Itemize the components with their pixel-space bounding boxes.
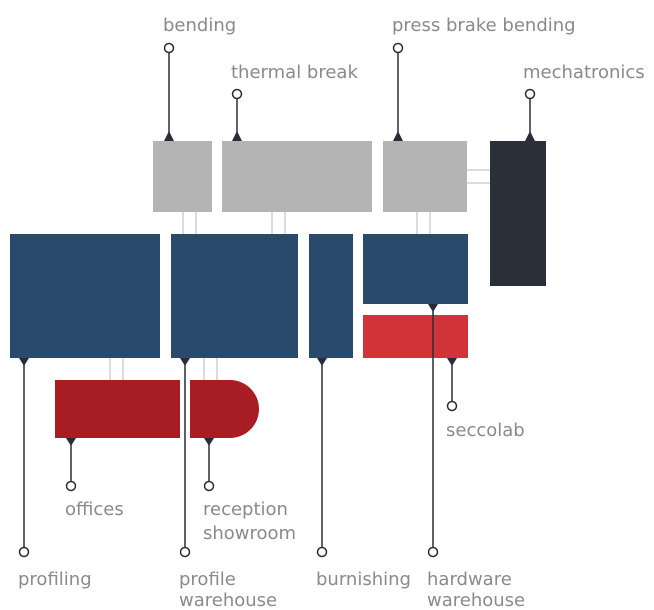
label-hardware: hardware (427, 569, 512, 590)
leader-hardware-warehouse (427, 304, 439, 558)
block-press-brake-bending (383, 141, 467, 212)
label-burnishing: burnishing (316, 569, 411, 590)
label-bending: bending (163, 15, 236, 36)
block-profile-warehouse (171, 234, 298, 358)
leader-press-brake-bending (392, 42, 404, 141)
block-bending (153, 141, 212, 212)
leader-mechatronics (524, 88, 536, 141)
label-reception: reception (203, 499, 288, 520)
labels: bending thermal break press brake bendin… (18, 15, 645, 610)
label-hardware-warehouse: warehouse (427, 590, 525, 610)
block-hardware-warehouse (363, 234, 468, 304)
block-seccolab (363, 315, 468, 358)
label-mechatronics: mechatronics (523, 62, 645, 83)
block-thermal-break (222, 141, 372, 212)
block-profiling (10, 234, 160, 358)
block-offices (55, 380, 180, 438)
leader-profiling (18, 358, 30, 558)
label-profile: profile (179, 569, 236, 590)
blocks (10, 141, 546, 438)
label-profiling: profiling (18, 569, 92, 590)
connectors (109, 169, 490, 380)
leader-offices (65, 438, 77, 492)
leader-thermal-break (231, 88, 243, 141)
leader-burnishing (316, 358, 328, 558)
label-showroom: showroom (203, 523, 296, 544)
block-reception-showroom (190, 380, 259, 438)
leader-reception-showroom (203, 438, 215, 492)
leader-seccolab (446, 358, 458, 412)
block-burnishing (309, 234, 353, 358)
leader-profile-warehouse (179, 358, 191, 558)
block-mechatronics (490, 141, 546, 286)
leader-bending (163, 42, 175, 141)
label-thermal-break: thermal break (231, 62, 358, 83)
label-offices: offices (65, 499, 124, 520)
label-seccolab: seccolab (446, 420, 525, 441)
label-press-brake-bending: press brake bending (392, 15, 576, 36)
label-profile-warehouse: warehouse (179, 590, 277, 610)
